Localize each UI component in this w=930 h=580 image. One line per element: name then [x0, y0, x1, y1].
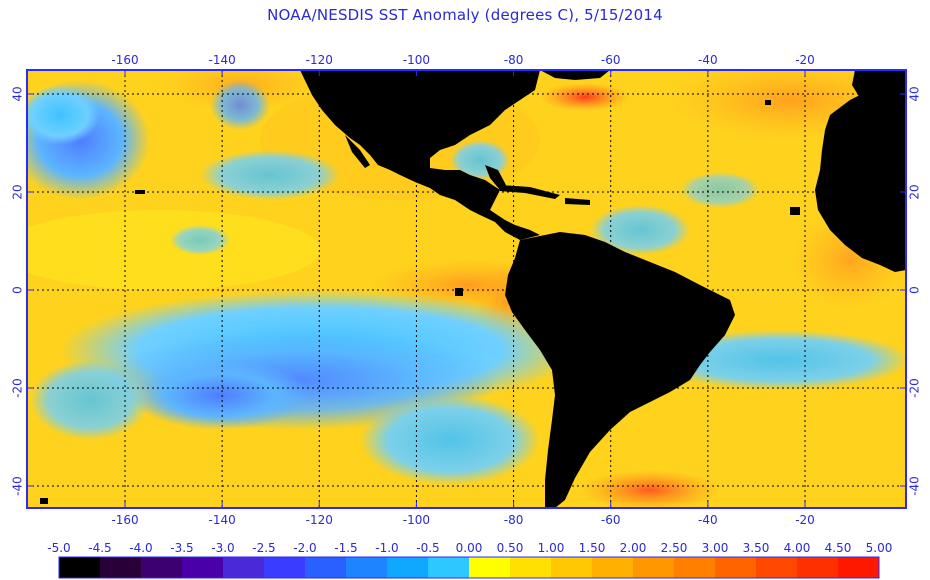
colorbar-swatch — [797, 557, 839, 578]
colorbar-label: 4.50 — [825, 541, 852, 555]
colorbar-swatch — [838, 557, 880, 578]
colorbar-label: 3.00 — [702, 541, 729, 555]
colorbar-label: 1.00 — [538, 541, 565, 555]
colorbar-legend — [58, 556, 880, 579]
map-frame — [26, 69, 907, 509]
colorbar-label: -4.5 — [88, 541, 111, 555]
colorbar-swatch — [715, 557, 757, 578]
colorbar-label: -2.0 — [293, 541, 316, 555]
colorbar-swatch — [551, 557, 593, 578]
colorbar-swatch — [141, 557, 183, 578]
lat-tick-label-left: 40 — [11, 86, 25, 101]
lon-tick-label-top: -80 — [504, 53, 524, 67]
lat-tick-label-left: 0 — [11, 286, 25, 294]
map-title: NOAA/NESDIS SST Anomaly (degrees C), 5/1… — [267, 6, 663, 24]
colorbar-label: 3.50 — [743, 541, 770, 555]
south-america — [505, 232, 735, 508]
lat-labels-left: 40 20 0 -20 -40 — [11, 86, 25, 495]
lat-tick-label-left: 20 — [11, 184, 25, 199]
ocean-field — [27, 70, 906, 508]
lon-tick-label-top: -160 — [111, 53, 138, 67]
colorbar-swatch — [100, 557, 142, 578]
lon-tick-label-top: -60 — [601, 53, 621, 67]
colorbar-label: -5.0 — [47, 541, 70, 555]
warm-anomaly-north-atlantic — [540, 83, 630, 111]
north-america — [300, 70, 540, 240]
colorbar-swatch — [756, 557, 798, 578]
colorbar-swatch — [59, 557, 101, 578]
lon-tick-label-bottom: -40 — [698, 513, 718, 527]
lon-tick-label-top: -40 — [698, 53, 718, 67]
lon-tick-label-bottom: -80 — [504, 513, 524, 527]
colorbar-label: -4.0 — [129, 541, 152, 555]
lat-tick-label-right: -20 — [908, 378, 922, 398]
colorbar-labels: -5.0 -4.5 -4.0 -3.5 -3.0 -2.5 -2.0 -1.5 -1.0 -0.5… — [47, 541, 892, 555]
colorbar-swatch — [469, 557, 511, 578]
colorbar-label: 0.50 — [497, 541, 524, 555]
lon-tick-label-bottom: -100 — [403, 513, 430, 527]
lon-tick-label-bottom: -60 — [601, 513, 621, 527]
lat-tick-label-left: -20 — [11, 378, 25, 398]
lon-labels-top: -160 -140 -120 -100 -80 -60 -40 -20 — [111, 53, 814, 67]
colorbar-label: 4.00 — [784, 541, 811, 555]
colorbar-swatch — [182, 557, 224, 578]
lon-labels-bottom: -160 -140 -120 -100 -80 -60 -40 -20 — [111, 513, 814, 527]
lon-tick-label-bottom: -140 — [209, 513, 236, 527]
colorbar-swatch — [592, 557, 634, 578]
colorbar-swatch — [346, 557, 388, 578]
lat-tick-label-left: -40 — [11, 476, 25, 496]
colorbar-label: 1.50 — [579, 541, 606, 555]
colorbar-label: -0.5 — [416, 541, 439, 555]
colorbar-label: -3.0 — [211, 541, 234, 555]
colorbar-label: 5.00 — [866, 541, 893, 555]
colorbar-swatch — [223, 557, 265, 578]
colorbar-label: -3.5 — [170, 541, 193, 555]
lon-tick-label-top: -100 — [403, 53, 430, 67]
lat-tick-label-right: 0 — [908, 286, 922, 294]
lat-tick-label-right: 20 — [908, 184, 922, 199]
lon-tick-label-top: -140 — [209, 53, 236, 67]
lat-tick-label-right: 40 — [908, 86, 922, 101]
lon-tick-label-bottom: -160 — [111, 513, 138, 527]
lat-lon-grid — [27, 70, 906, 508]
lon-tick-label-top: -20 — [795, 53, 815, 67]
colorbar-swatch — [633, 557, 675, 578]
colorbar-swatch — [305, 557, 347, 578]
colorbar-label: -1.0 — [375, 541, 398, 555]
colorbar-label: -2.5 — [252, 541, 275, 555]
colorbar-label: -1.5 — [334, 541, 357, 555]
lon-tick-label-top: -120 — [306, 53, 333, 67]
lat-labels-right: 40 20 0 -20 -40 — [908, 86, 922, 495]
tick-marks — [27, 70, 906, 508]
colorbar-swatch — [387, 557, 429, 578]
lat-tick-label-right: -40 — [908, 476, 922, 496]
land-masses — [40, 70, 906, 508]
colorbar-label: 2.50 — [661, 541, 688, 555]
africa — [815, 85, 906, 272]
colorbar-swatch — [674, 557, 716, 578]
colorbar-swatch — [264, 557, 306, 578]
lon-tick-label-bottom: -20 — [795, 513, 815, 527]
colorbar-swatch — [510, 557, 552, 578]
colorbar-swatch — [428, 557, 470, 578]
colorbar-label: 2.00 — [620, 541, 647, 555]
lon-tick-label-bottom: -120 — [306, 513, 333, 527]
colorbar-label: 0.00 — [456, 541, 483, 555]
